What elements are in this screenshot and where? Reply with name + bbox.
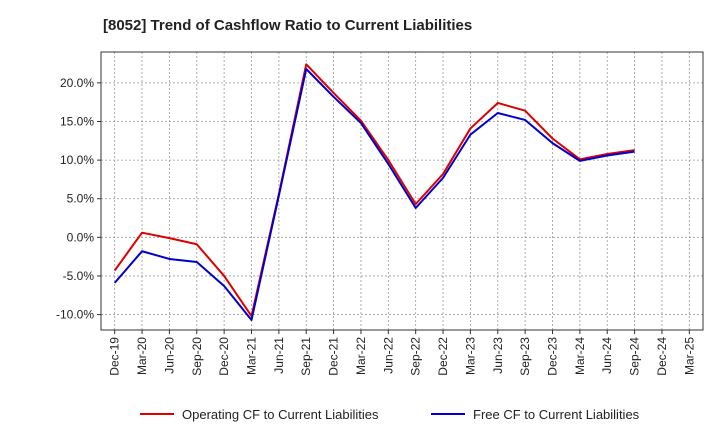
y-axis: -10.0% -5.0% 0.0% 5.0% 10.0% 15.0% 20.0% bbox=[56, 76, 101, 322]
x-tick-label: Jun-22 bbox=[381, 337, 395, 374]
x-tick-label: Mar-24 bbox=[573, 337, 587, 375]
x-tick-label: Dec-20 bbox=[217, 337, 231, 376]
x-tick-label: Sep-21 bbox=[299, 337, 313, 376]
x-tick-label: Sep-22 bbox=[409, 337, 423, 376]
x-tick-label: Mar-20 bbox=[135, 337, 149, 375]
x-tick-label: Sep-24 bbox=[628, 337, 642, 376]
legend-label-2: Free CF to Current Liabilities bbox=[473, 407, 640, 422]
x-tick-label: Jun-21 bbox=[272, 337, 286, 374]
series-line-1 bbox=[113, 63, 635, 318]
y-tick-label: 15.0% bbox=[60, 115, 94, 129]
x-tick-label: Dec-24 bbox=[655, 337, 669, 376]
x-tick-label: Jun-23 bbox=[491, 337, 505, 374]
x-tick-label: Dec-22 bbox=[436, 337, 450, 376]
y-tick-label: 0.0% bbox=[67, 230, 95, 244]
x-tick-label: Sep-20 bbox=[190, 337, 204, 376]
y-tick-label: -5.0% bbox=[63, 269, 95, 283]
x-tick-label: Jun-20 bbox=[162, 337, 176, 374]
plot-frame bbox=[100, 51, 704, 331]
x-tick-label: Dec-19 bbox=[108, 337, 122, 376]
x-axis: Dec-19 Mar-20 Jun-20 Sep-20 Dec-20 Mar-21 Jun-… bbox=[108, 330, 696, 376]
x-tick-label: Dec-23 bbox=[546, 337, 560, 376]
grid bbox=[101, 52, 703, 330]
x-tick-label: Mar-25 bbox=[682, 337, 696, 375]
x-tick-label: Mar-21 bbox=[245, 337, 259, 375]
y-tick-label: 20.0% bbox=[60, 76, 94, 90]
x-tick-label: Dec-21 bbox=[327, 337, 341, 376]
x-tick-label: Mar-22 bbox=[354, 337, 368, 375]
x-tick-label: Jun-24 bbox=[600, 337, 614, 374]
legend-label-1: Operating CF to Current Liabilities bbox=[182, 407, 379, 422]
y-tick-label: 10.0% bbox=[60, 153, 94, 167]
y-tick-label: -10.0% bbox=[56, 308, 94, 322]
legend: Operating CF to Current Liabilities Free … bbox=[140, 407, 640, 422]
x-tick-label: Sep-23 bbox=[518, 337, 532, 376]
series-group bbox=[113, 63, 635, 321]
y-tick-label: 5.0% bbox=[67, 192, 95, 206]
x-tick-label: Mar-23 bbox=[463, 337, 477, 375]
series-line-2 bbox=[113, 67, 635, 321]
chart-title: [8052] Trend of Cashflow Ratio to Curren… bbox=[103, 17, 472, 34]
